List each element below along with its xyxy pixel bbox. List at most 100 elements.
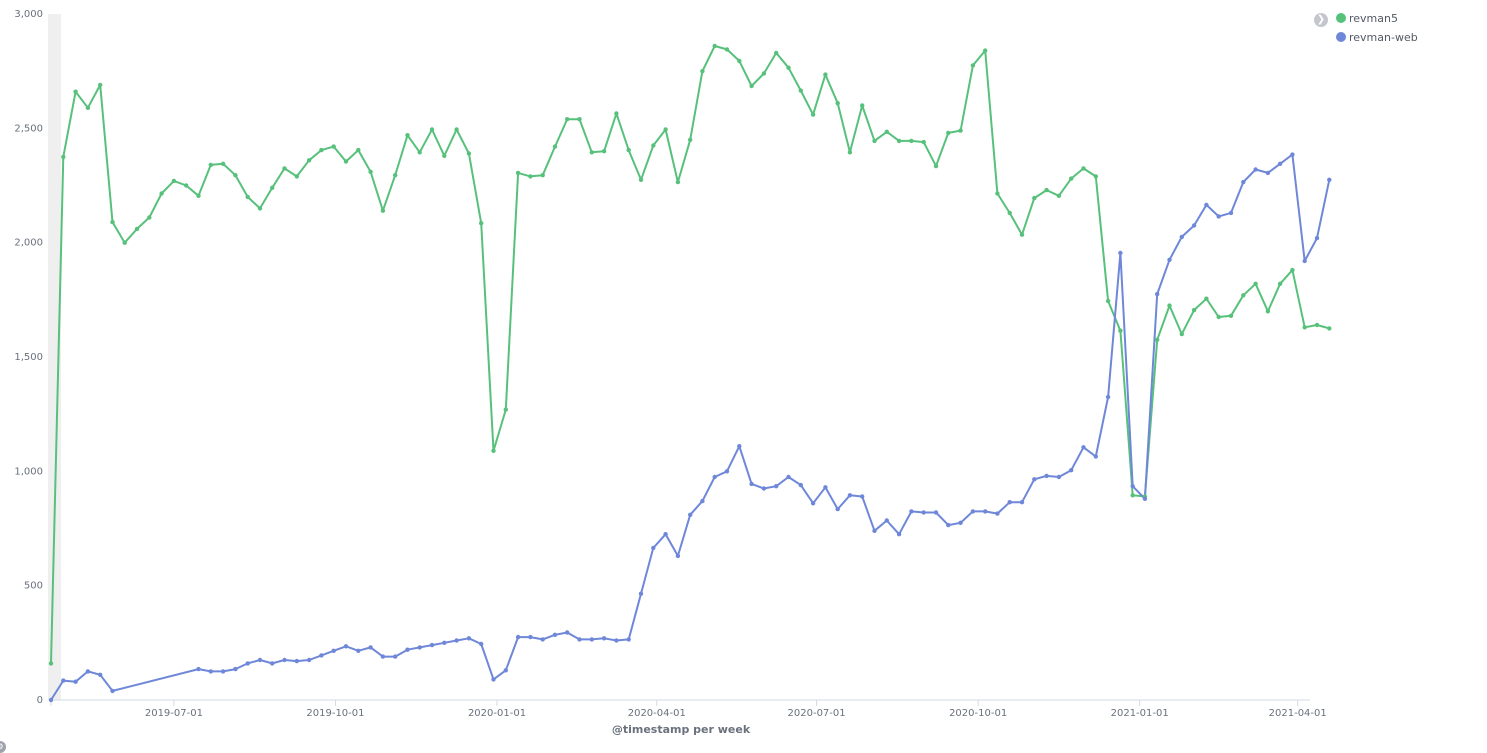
data-point-revman5[interactable] bbox=[921, 139, 926, 145]
data-point-revman-web[interactable] bbox=[933, 510, 939, 515]
data-point-revman-web[interactable] bbox=[98, 672, 103, 677]
data-point-revman5[interactable] bbox=[688, 137, 693, 142]
settings-icon[interactable]: ⚙ bbox=[0, 741, 6, 753]
data-point-revman-web[interactable] bbox=[306, 657, 312, 663]
data-point-revman5[interactable] bbox=[528, 174, 533, 179]
legend-item-revman-web[interactable]: revman-web bbox=[1336, 29, 1418, 47]
data-point-revman5[interactable] bbox=[1130, 493, 1135, 498]
data-point-revman-web[interactable] bbox=[73, 679, 78, 684]
data-point-revman5[interactable] bbox=[1044, 187, 1049, 193]
data-point-revman5[interactable] bbox=[786, 65, 791, 70]
data-point-revman-web[interactable] bbox=[1302, 258, 1307, 264]
data-point-revman5[interactable] bbox=[995, 191, 1000, 196]
data-point-revman-web[interactable] bbox=[110, 688, 115, 694]
data-point-revman-web[interactable] bbox=[1056, 474, 1062, 480]
data-point-revman-web[interactable] bbox=[651, 545, 656, 551]
data-point-revman5[interactable] bbox=[761, 71, 767, 76]
data-point-revman5[interactable] bbox=[1327, 326, 1332, 331]
data-point-revman-web[interactable] bbox=[823, 485, 828, 490]
data-point-revman-web[interactable] bbox=[896, 532, 902, 537]
data-point-revman5[interactable] bbox=[1019, 232, 1025, 237]
data-point-revman-web[interactable] bbox=[257, 657, 263, 663]
data-point-revman5[interactable] bbox=[983, 48, 988, 53]
data-point-revman-web[interactable] bbox=[1069, 468, 1074, 473]
data-point-revman5[interactable] bbox=[208, 162, 213, 168]
data-point-revman-web[interactable] bbox=[380, 654, 386, 659]
data-point-revman5[interactable] bbox=[651, 143, 656, 148]
data-point-revman5[interactable] bbox=[970, 63, 976, 68]
data-point-revman5[interactable] bbox=[1056, 193, 1062, 198]
data-point-revman-web[interactable] bbox=[1241, 179, 1246, 185]
data-point-revman5[interactable] bbox=[1241, 293, 1246, 298]
data-point-revman5[interactable] bbox=[958, 128, 963, 133]
data-point-revman-web[interactable] bbox=[1277, 161, 1283, 166]
data-point-revman5[interactable] bbox=[614, 111, 619, 116]
data-point-revman-web[interactable] bbox=[356, 648, 361, 653]
data-point-revman-web[interactable] bbox=[405, 647, 410, 652]
data-point-revman-web[interactable] bbox=[1142, 496, 1148, 501]
data-point-revman5[interactable] bbox=[823, 72, 828, 77]
data-point-revman5[interactable] bbox=[282, 166, 287, 171]
data-point-revman5[interactable] bbox=[909, 138, 914, 144]
data-point-revman-web[interactable] bbox=[1265, 170, 1271, 176]
data-point-revman5[interactable] bbox=[737, 58, 742, 64]
data-point-revman5[interactable] bbox=[306, 158, 312, 163]
data-point-revman5[interactable] bbox=[331, 144, 336, 149]
data-point-revman-web[interactable] bbox=[946, 522, 951, 528]
data-point-revman-web[interactable] bbox=[798, 482, 803, 488]
data-point-revman-web[interactable] bbox=[1167, 257, 1172, 262]
data-point-revman-web[interactable] bbox=[1118, 250, 1123, 256]
data-point-revman-web[interactable] bbox=[466, 636, 472, 641]
data-point-revman-web[interactable] bbox=[909, 509, 914, 514]
data-point-revman-web[interactable] bbox=[589, 637, 594, 642]
data-point-revman-web[interactable] bbox=[1105, 394, 1111, 400]
data-point-revman-web[interactable] bbox=[1216, 214, 1221, 219]
data-point-revman5[interactable] bbox=[368, 169, 373, 174]
data-point-revman-web[interactable] bbox=[270, 661, 275, 666]
data-point-revman5[interactable] bbox=[1007, 210, 1012, 216]
data-point-revman-web[interactable] bbox=[835, 506, 840, 512]
data-point-revman-web[interactable] bbox=[601, 636, 607, 641]
data-point-revman-web[interactable] bbox=[442, 640, 447, 645]
data-point-revman-web[interactable] bbox=[577, 637, 582, 642]
data-point-revman5[interactable] bbox=[429, 127, 435, 132]
data-point-revman-web[interactable] bbox=[688, 512, 693, 517]
data-point-revman5[interactable] bbox=[565, 117, 570, 122]
data-point-revman-web[interactable] bbox=[393, 654, 398, 659]
data-point-revman5[interactable] bbox=[774, 50, 779, 56]
data-point-revman-web[interactable] bbox=[724, 469, 730, 474]
data-point-revman-web[interactable] bbox=[1204, 202, 1209, 208]
data-point-revman5[interactable] bbox=[601, 149, 607, 154]
data-point-revman-web[interactable] bbox=[983, 509, 988, 514]
data-point-revman-web[interactable] bbox=[1081, 445, 1086, 450]
data-point-revman-web[interactable] bbox=[626, 637, 631, 642]
data-point-revman5[interactable] bbox=[503, 407, 508, 412]
data-point-revman5[interactable] bbox=[48, 661, 54, 666]
data-point-revman-web[interactable] bbox=[294, 658, 299, 664]
data-point-revman5[interactable] bbox=[134, 226, 140, 232]
data-point-revman-web[interactable] bbox=[774, 484, 779, 489]
data-point-revman-web[interactable] bbox=[1314, 235, 1320, 241]
data-point-revman5[interactable] bbox=[1277, 281, 1283, 286]
data-point-revman5[interactable] bbox=[491, 448, 496, 453]
data-point-revman-web[interactable] bbox=[1228, 210, 1234, 216]
data-point-revman5[interactable] bbox=[147, 215, 152, 220]
data-point-revman-web[interactable] bbox=[233, 666, 238, 672]
data-point-revman-web[interactable] bbox=[1007, 500, 1012, 505]
data-point-revman5[interactable] bbox=[380, 208, 386, 213]
data-point-revman-web[interactable] bbox=[552, 632, 558, 637]
data-point-revman-web[interactable] bbox=[479, 641, 484, 647]
data-point-revman5[interactable] bbox=[393, 173, 398, 178]
data-point-revman-web[interactable] bbox=[860, 494, 865, 499]
data-point-revman5[interactable] bbox=[577, 117, 582, 122]
data-point-revman-web[interactable] bbox=[1253, 167, 1258, 172]
data-point-revman5[interactable] bbox=[61, 154, 66, 160]
data-point-revman5[interactable] bbox=[122, 240, 127, 245]
data-point-revman5[interactable] bbox=[675, 179, 681, 185]
data-point-revman-web[interactable] bbox=[1044, 473, 1049, 479]
data-point-revman5[interactable] bbox=[884, 129, 889, 134]
data-point-revman-web[interactable] bbox=[921, 510, 926, 515]
data-point-revman-web[interactable] bbox=[368, 645, 373, 650]
data-point-revman5[interactable] bbox=[1155, 337, 1160, 342]
data-point-revman-web[interactable] bbox=[503, 668, 508, 673]
